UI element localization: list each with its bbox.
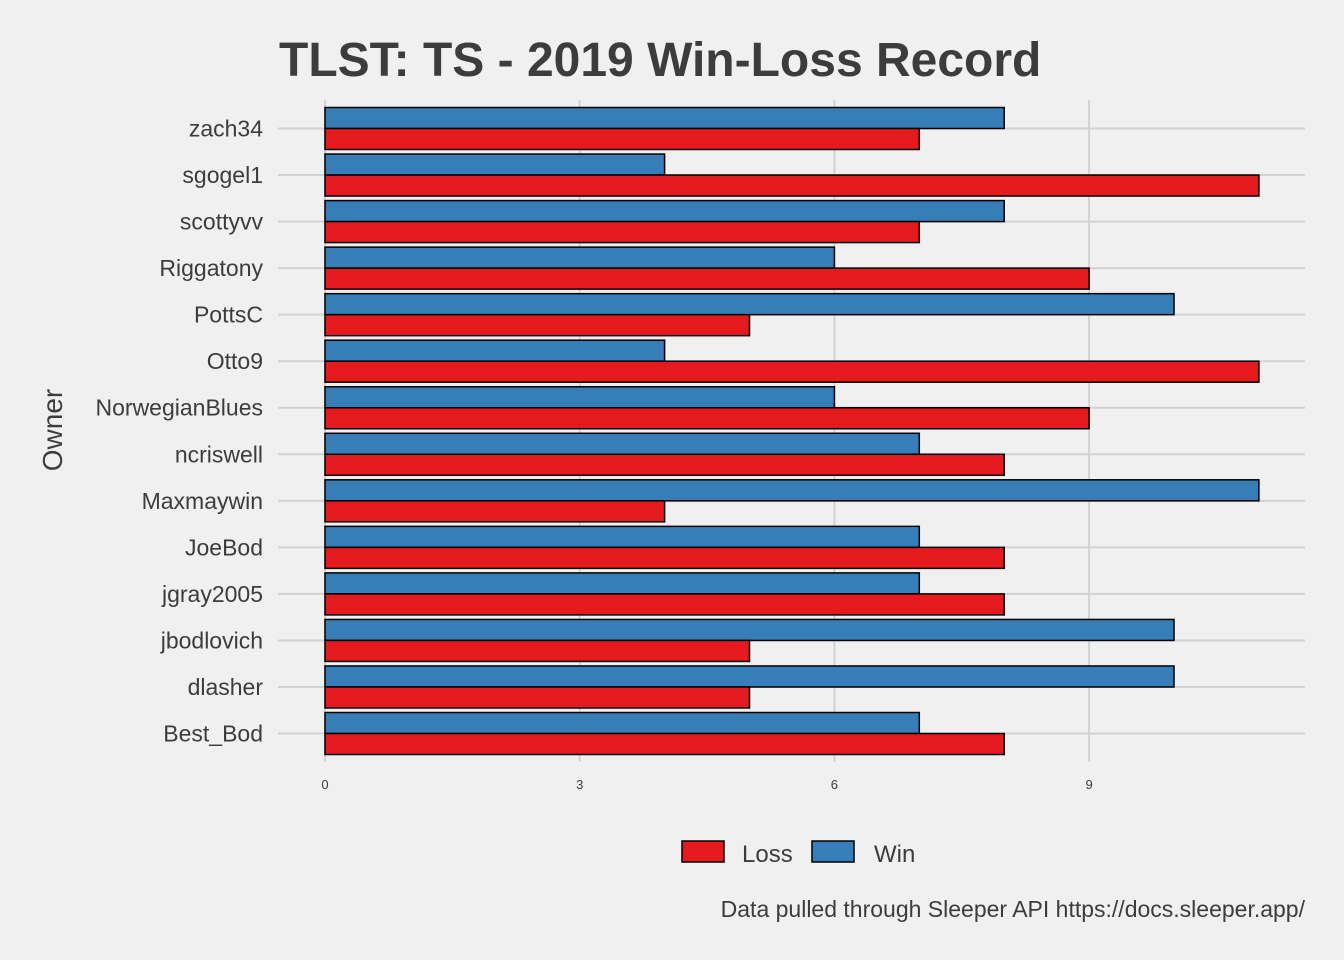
bar-win-Best_Bod xyxy=(324,711,921,735)
bar-loss-sgogel1 xyxy=(324,174,1260,197)
bar-loss-Otto9 xyxy=(324,360,1260,383)
y-axis-label: Owner xyxy=(37,389,68,471)
chart-caption: Data pulled through Sleeper API https://… xyxy=(721,896,1306,922)
y-tick-label: JoeBod xyxy=(185,534,263,560)
bar-win-Otto9 xyxy=(324,339,666,362)
bar-win-NorwegianBlues xyxy=(324,385,836,409)
bar-loss-ncriswell xyxy=(324,453,1005,477)
y-tick-label: scottyvv xyxy=(180,209,264,235)
bar-loss-Best_Bod xyxy=(324,732,1005,756)
y-tick-label: dlasher xyxy=(188,674,264,700)
bar-loss-JoeBod xyxy=(324,546,1005,570)
y-tick-label: Otto9 xyxy=(207,348,263,374)
bar-loss-zach34 xyxy=(324,127,921,151)
bar-win-ncriswell xyxy=(324,432,921,456)
legend-label-win: Win xyxy=(874,841,915,868)
bar-win-scottyvv xyxy=(324,199,1005,223)
y-tick-label: jgray2005 xyxy=(161,581,263,607)
y-tick-label: jbodlovich xyxy=(160,627,263,653)
y-tick-label: PottsC xyxy=(194,302,263,328)
bar-win-zach34 xyxy=(324,106,1005,130)
y-tick-label: ncriswell xyxy=(175,441,263,467)
bar-win-jbodlovich xyxy=(324,618,1175,642)
legend-key-loss xyxy=(681,840,725,863)
x-tick-label: 9 xyxy=(1085,777,1092,792)
bar-loss-Maxmaywin xyxy=(324,500,666,523)
y-tick-label: NorwegianBlues xyxy=(96,395,263,421)
legend-key-win xyxy=(811,840,855,863)
bar-win-sgogel1 xyxy=(324,153,666,176)
y-tick-label: Best_Bod xyxy=(163,721,263,747)
y-tick-label: zach34 xyxy=(189,116,263,142)
bar-win-JoeBod xyxy=(324,525,921,549)
bar-loss-PottsC xyxy=(324,313,751,337)
chart-title: TLST: TS - 2019 Win-Loss Record xyxy=(279,34,1041,87)
y-tick-labels: zach34 sgogel1 scottyvv Riggatony PottsC Otto… xyxy=(96,116,264,747)
bar-win-Riggatony xyxy=(324,246,836,269)
bars xyxy=(324,106,1260,756)
bar-loss-NorwegianBlues xyxy=(324,406,1090,430)
bar-loss-scottyvv xyxy=(324,220,921,244)
bar-win-dlasher xyxy=(324,665,1175,688)
bar-win-PottsC xyxy=(324,292,1175,316)
bar-loss-dlasher xyxy=(324,686,751,709)
bar-win-Maxmaywin xyxy=(324,479,1260,502)
legend-label-loss: Loss xyxy=(742,841,793,868)
x-tick-label: 0 xyxy=(321,777,328,792)
bar-loss-jbodlovich xyxy=(324,639,751,663)
y-tick-label: sgogel1 xyxy=(182,162,263,188)
x-tick-labels: 0 3 6 9 xyxy=(321,777,1092,792)
y-tick-label: Riggatony xyxy=(159,255,263,281)
bar-win-jgray2005 xyxy=(324,572,921,595)
bar-loss-Riggatony xyxy=(324,267,1090,290)
grid xyxy=(278,100,1305,762)
legend: Loss Win xyxy=(681,840,915,868)
x-tick-label: 6 xyxy=(831,777,838,792)
y-tick-label: Maxmaywin xyxy=(142,488,263,514)
bar-loss-jgray2005 xyxy=(324,593,1005,616)
x-tick-label: 3 xyxy=(576,777,583,792)
